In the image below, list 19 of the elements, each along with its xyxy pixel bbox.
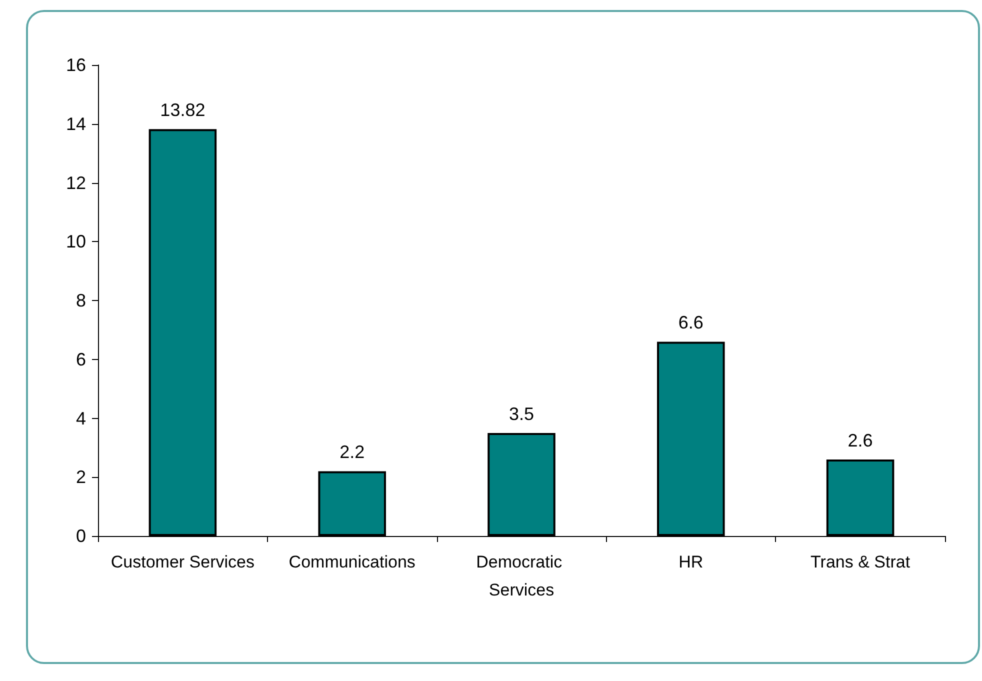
x-tick-label: Trans & Strat: [810, 552, 910, 572]
y-tick-label: 0: [76, 526, 86, 546]
y-tick-label: 14: [66, 114, 86, 134]
data-label: 2.6: [848, 430, 873, 450]
y-tick-label: 8: [76, 290, 86, 310]
y-tick-label: 6: [76, 349, 86, 370]
x-tick-label: Communications: [288, 552, 416, 572]
x-tick-label: HR: [678, 552, 704, 572]
y-tick-label: 2: [76, 467, 86, 488]
y-tick-label: 16: [66, 55, 86, 75]
y-tick-label: 10: [66, 232, 86, 252]
x-tick-label: Democratic Services: [476, 552, 567, 600]
data-label: 2.2: [340, 442, 365, 462]
data-label: 6.6: [678, 312, 704, 333]
y-tick-label: 4: [76, 408, 86, 428]
x-tick-label: Customer Services: [110, 552, 255, 572]
data-label: 13.82: [160, 100, 206, 120]
y-tick-label: 12: [66, 172, 86, 193]
data-label: 3.5: [508, 404, 534, 424]
